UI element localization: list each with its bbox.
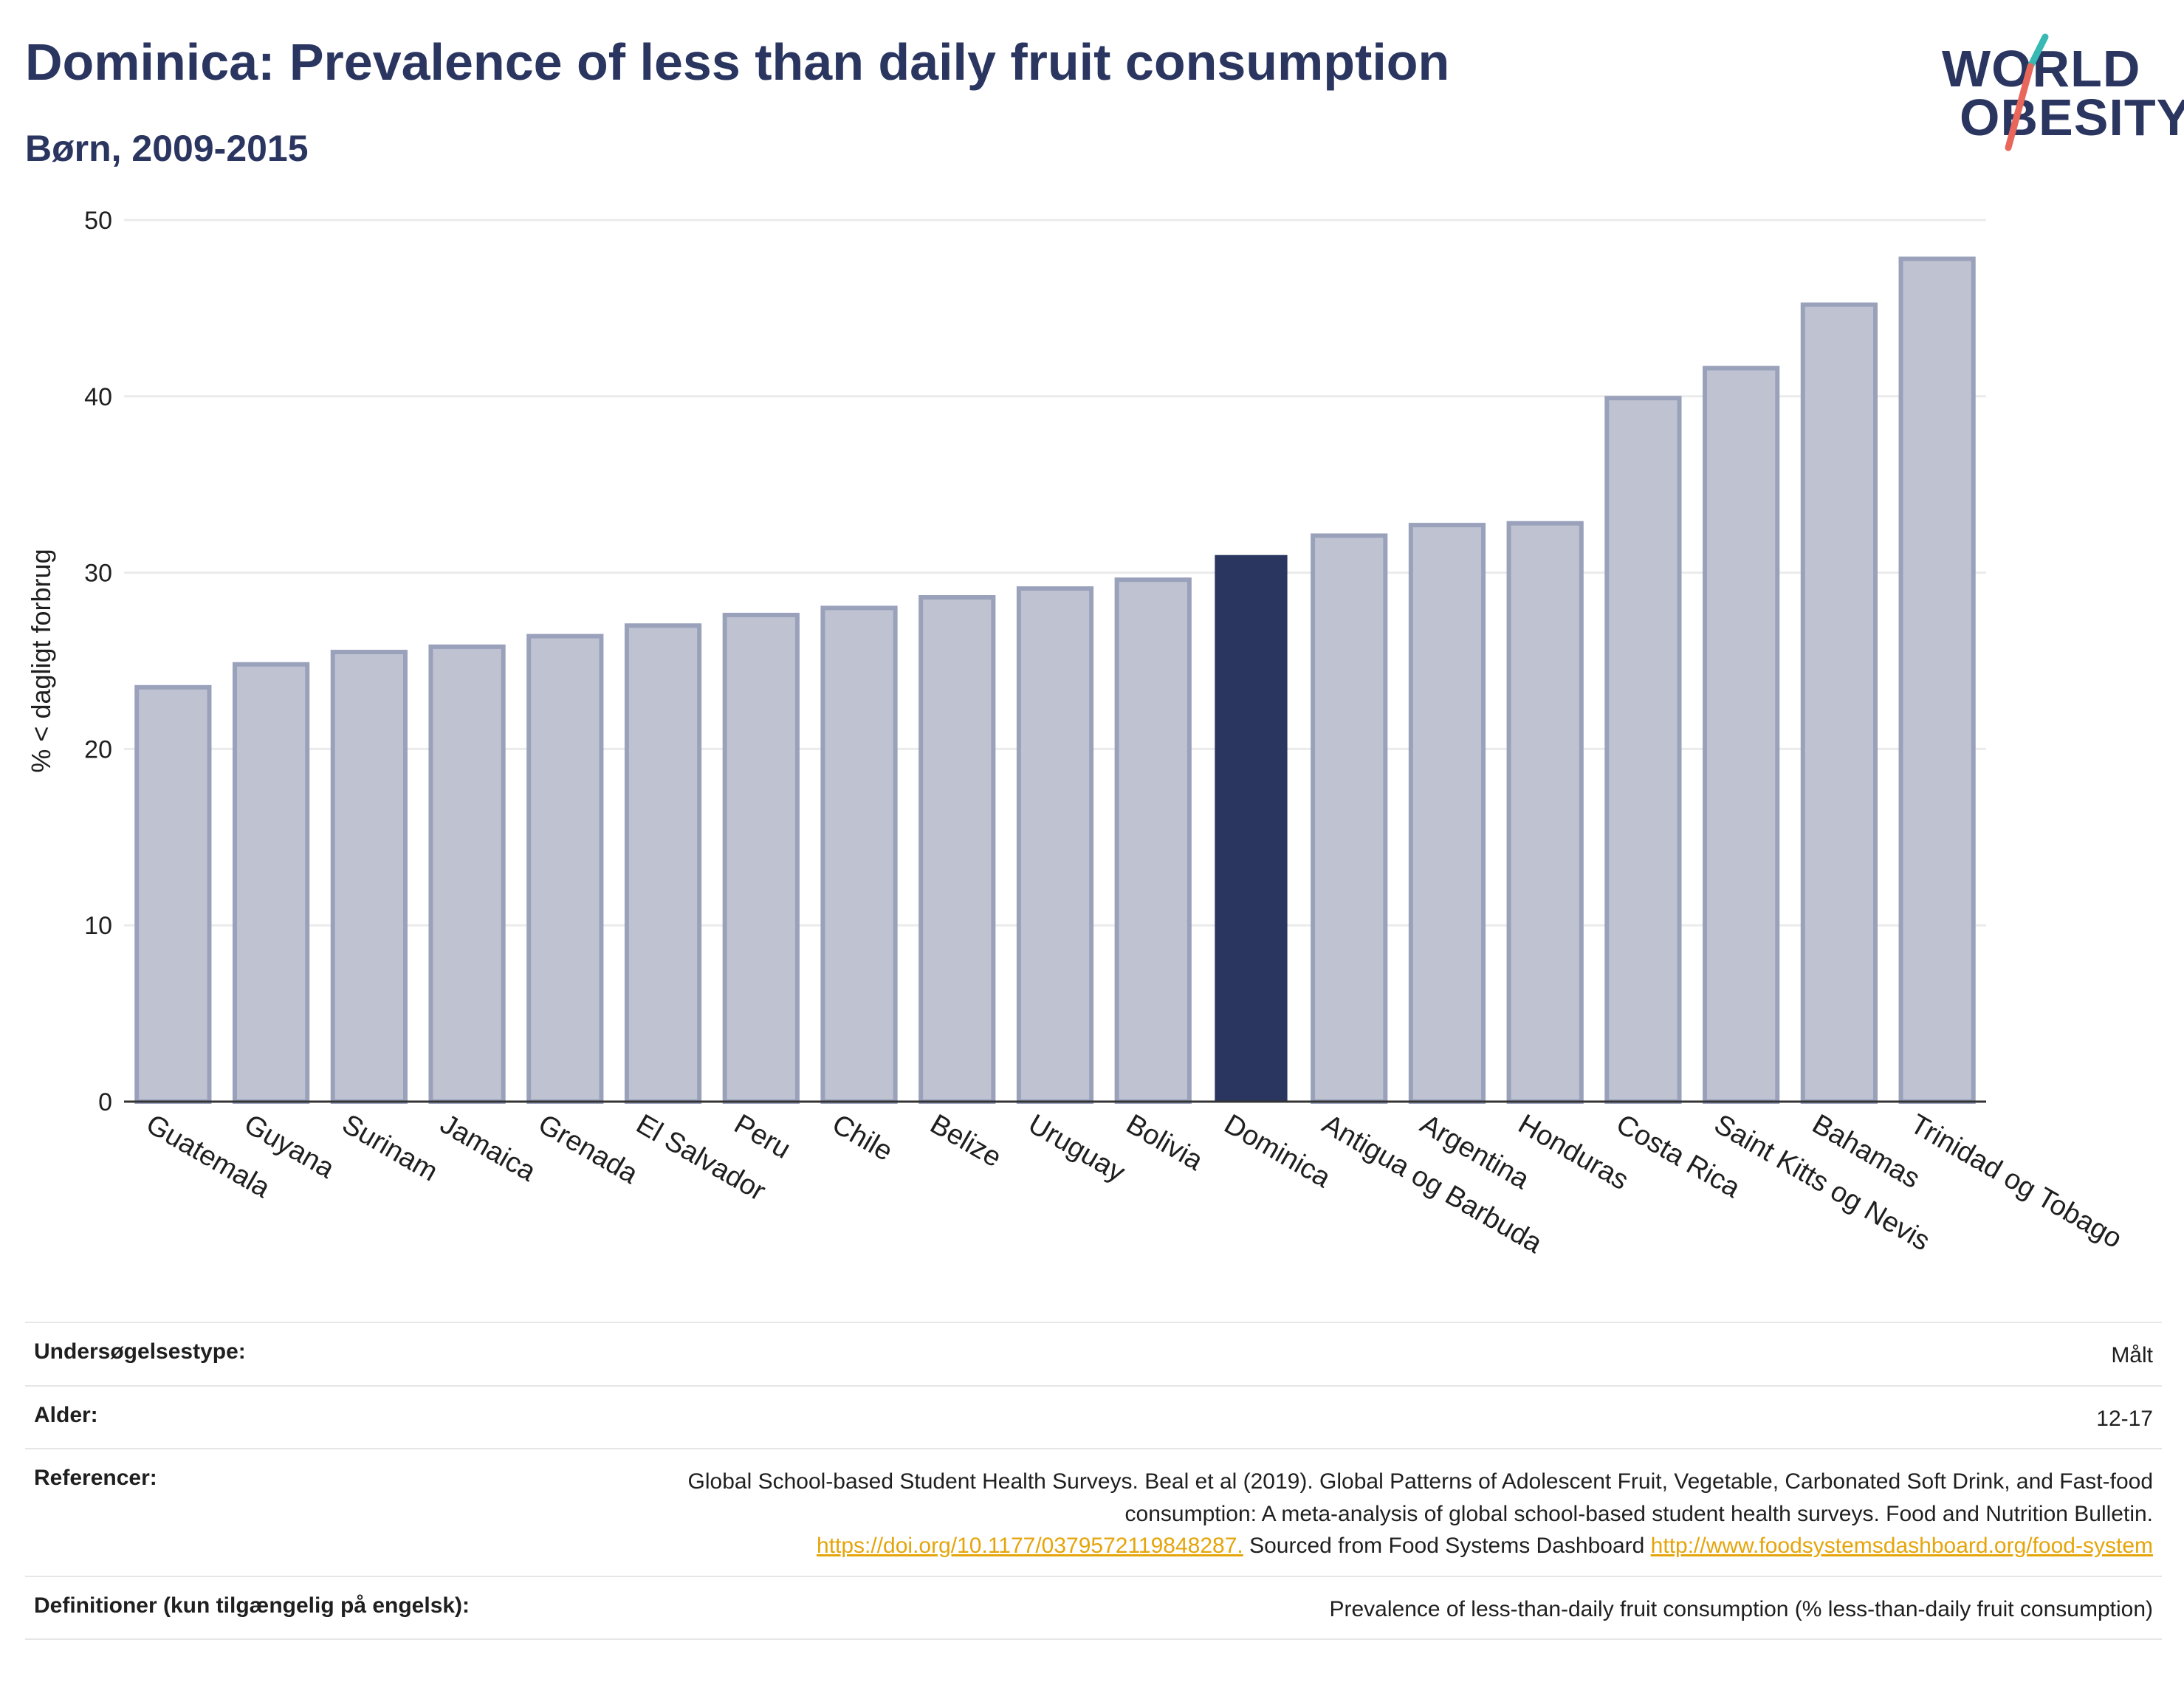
bar-saint-kitts-og-nevis — [1703, 365, 1780, 1105]
bar-costa-rica — [1604, 396, 1682, 1104]
x-tick-label: Jamaica — [435, 1108, 541, 1188]
bar-grenada — [526, 634, 604, 1104]
bar-guatemala — [134, 684, 212, 1104]
meta-label: Referencer: — [34, 1466, 157, 1490]
meta-value: Målt — [2111, 1343, 2153, 1367]
reference-middle-text: Sourced from Food Systems Dashboard — [1243, 1534, 1651, 1558]
bar-dominica — [1215, 555, 1288, 1102]
meta-row-survey-type: Undersøgelsestype: Målt — [25, 1322, 2162, 1385]
x-tick-label: Chile — [827, 1108, 898, 1167]
y-axis-ticks: 0 10 20 30 40 50 — [84, 207, 112, 1116]
x-tick-label: Bolivia — [1121, 1108, 1209, 1177]
bar-belize — [918, 595, 996, 1104]
meta-label: Alder: — [34, 1402, 98, 1427]
meta-label: Definitioner (kun tilgængelig på engelsk… — [34, 1593, 470, 1618]
x-tick-label: Trinidad og Tobago — [1905, 1108, 2127, 1254]
x-tick-label: Grenada — [533, 1108, 644, 1190]
bar-peru — [722, 612, 800, 1104]
bar-bolivia — [1114, 577, 1192, 1104]
chart-subtitle: Børn, 2009-2015 — [25, 128, 309, 169]
bar-bahamas — [1800, 302, 1878, 1104]
bar-jamaica — [428, 644, 506, 1104]
y-tick-label: 50 — [84, 207, 112, 235]
bars — [134, 256, 1976, 1105]
bar-honduras — [1506, 521, 1584, 1104]
x-tick-label: Dominica — [1219, 1108, 1336, 1194]
x-tick-label: Uruguay — [1023, 1108, 1130, 1188]
logo-line-2: OBESITY — [1960, 89, 2184, 146]
metadata-table: Undersøgelsestype: Målt Alder: 12-17 Ref… — [25, 1322, 2162, 1640]
y-tick-label: 30 — [84, 560, 112, 588]
meta-value: Prevalence of less-than-daily fruit cons… — [1329, 1596, 2154, 1621]
y-tick-label: 40 — [84, 383, 112, 411]
x-tick-label: Belize — [925, 1108, 1007, 1173]
meta-row-age: Alder: 12-17 — [25, 1384, 2162, 1449]
bar-uruguay — [1016, 586, 1094, 1104]
bar-chile — [820, 605, 898, 1104]
x-tick-label: Peru — [729, 1108, 796, 1165]
bar-guyana — [232, 662, 310, 1104]
bar-el-salvador — [624, 623, 702, 1104]
y-axis-title: % < dagligt forbrug — [26, 549, 56, 772]
doi-link[interactable]: https://doi.org/10.1177/0379572119848287… — [817, 1534, 1243, 1558]
meta-row-references: Referencer: Global School-based Student … — [25, 1448, 2162, 1576]
y-tick-label: 20 — [84, 735, 112, 763]
bar-antigua-og-barbuda — [1311, 533, 1388, 1104]
bar-chart: 0 10 20 30 40 50 GuatemalaGuyanaSurinamJamaic… — [26, 207, 2127, 1260]
meta-label: Undersøgelsestype: — [34, 1339, 246, 1364]
x-tick-label: Honduras — [1513, 1108, 1634, 1196]
food-systems-dashboard-link[interactable]: http://www.foodsystemsdashboard.org/food… — [1650, 1534, 2153, 1558]
chart-title: Dominica: Prevalence of less than daily … — [25, 33, 1450, 91]
bar-surinam — [330, 650, 408, 1104]
bar-trinidad-og-tobago — [1898, 256, 1976, 1104]
x-tick-label: Surinam — [337, 1108, 443, 1187]
meta-value-references: Global School-based Student Health Surve… — [558, 1466, 2153, 1562]
bar-argentina — [1408, 523, 1486, 1104]
y-tick-label: 10 — [84, 912, 112, 940]
logo-slash-icon — [2005, 33, 2049, 151]
world-obesity-logo: WORLD OBESITY — [1934, 22, 2184, 162]
meta-value: 12-17 — [2096, 1406, 2153, 1431]
reference-text: Global School-based Student Health Surve… — [687, 1469, 2153, 1526]
y-tick-label: 0 — [98, 1088, 112, 1116]
meta-row-definitions: Definitioner (kun tilgængelig på engelsk… — [25, 1575, 2162, 1640]
